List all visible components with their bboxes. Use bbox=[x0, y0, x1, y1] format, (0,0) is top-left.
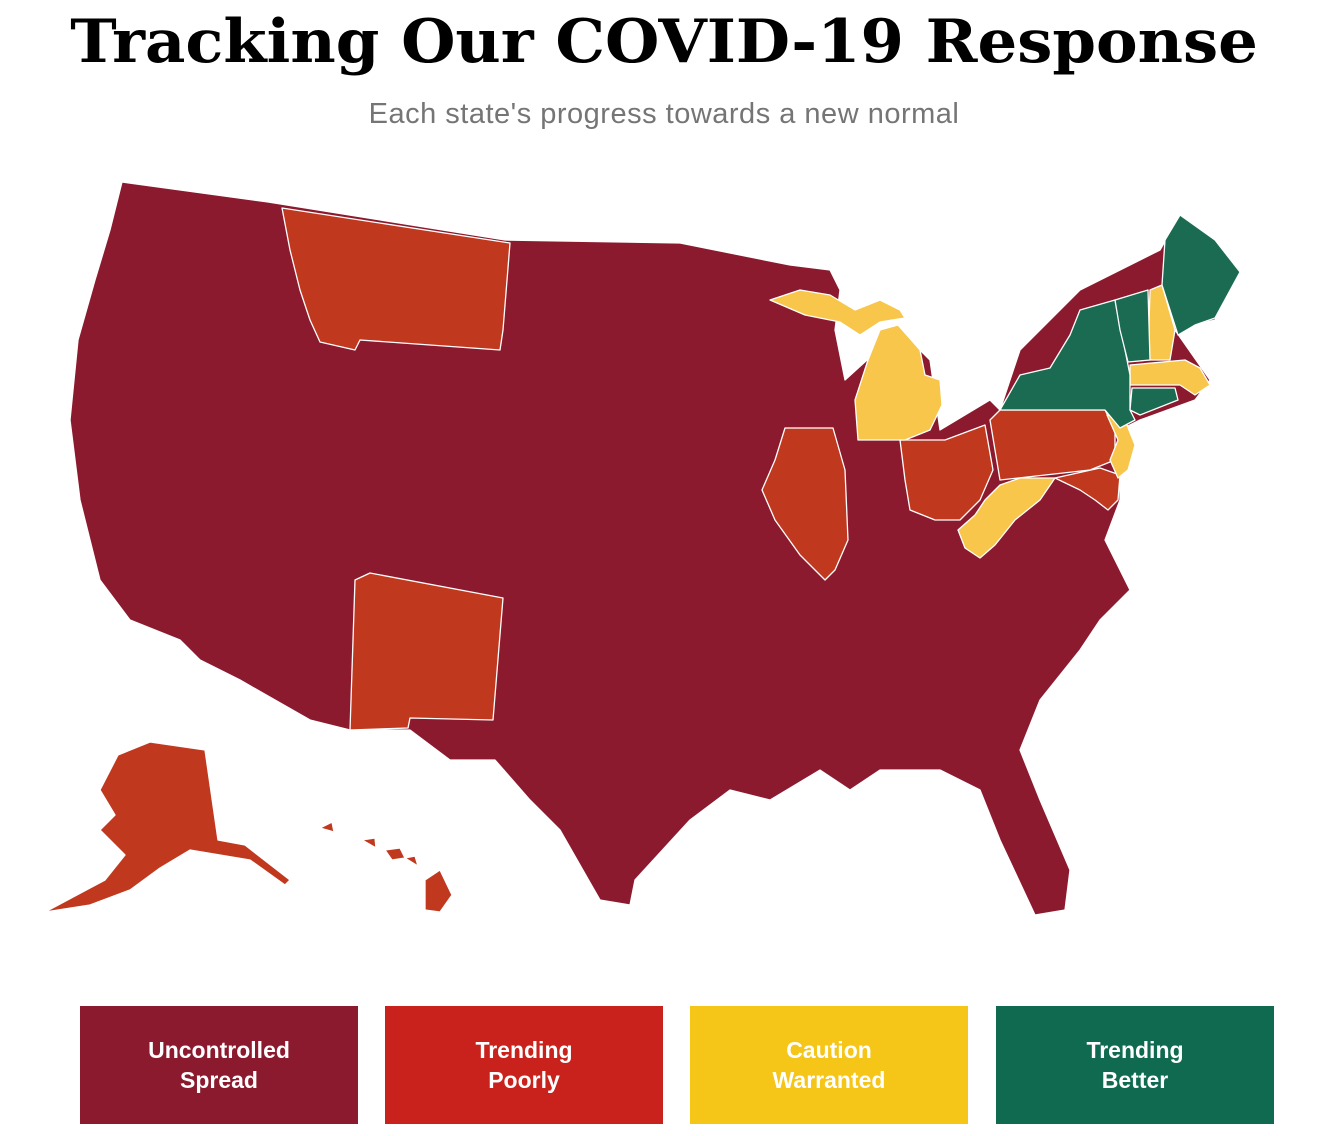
legend-label-line1: Trending bbox=[1086, 1037, 1184, 1063]
state-ohio bbox=[899, 424, 994, 521]
state-hawaii-islands bbox=[319, 821, 419, 867]
legend-label-line2: Spread bbox=[180, 1067, 258, 1093]
state-montana bbox=[281, 207, 511, 351]
state-maine bbox=[1161, 214, 1241, 336]
legend-trending-poorly: Trending Poorly bbox=[385, 1006, 663, 1124]
legend-label-line2: Better bbox=[1101, 1067, 1169, 1093]
legend-trending-better: Trending Better bbox=[996, 1006, 1274, 1124]
state-illinois bbox=[761, 427, 849, 581]
state-new-mexico bbox=[349, 572, 504, 731]
state-vermont bbox=[1114, 289, 1151, 363]
state-alaska bbox=[44, 741, 291, 913]
legend-uncontrolled-spread: Uncontrolled Spread bbox=[80, 1006, 358, 1124]
us-mainland-base bbox=[69, 181, 1241, 916]
page-subtitle: Each state's progress towards a new norm… bbox=[368, 98, 960, 130]
state-massachusetts bbox=[1129, 359, 1211, 396]
legend-label-line1: Caution bbox=[786, 1037, 872, 1063]
legend-label-line1: Uncontrolled bbox=[148, 1037, 290, 1063]
legend-label-line1: Trending bbox=[475, 1037, 573, 1063]
legend-label-line2: Poorly bbox=[488, 1067, 560, 1093]
state-connecticut bbox=[1129, 387, 1179, 416]
page-title: Tracking Our COVID-19 Response bbox=[70, 7, 1258, 77]
state-michigan bbox=[854, 324, 943, 441]
us-states-map bbox=[44, 181, 1241, 916]
legend-caution-warranted: Caution Warranted bbox=[690, 1006, 968, 1124]
state-hawaii bbox=[424, 869, 453, 913]
legend-label-line2: Warranted bbox=[772, 1067, 886, 1093]
state-west-virginia bbox=[957, 477, 1056, 559]
state-michigan-upper bbox=[769, 289, 906, 336]
state-maryland-delaware bbox=[1054, 467, 1121, 511]
